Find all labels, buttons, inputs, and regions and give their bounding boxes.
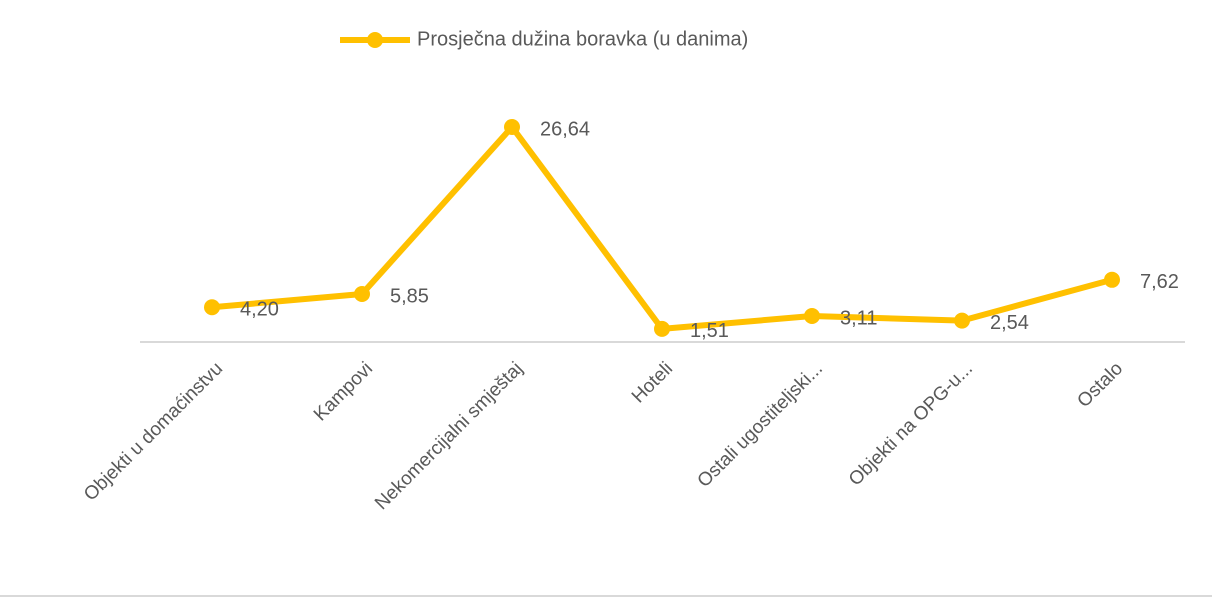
x-tick-label: Objekti u domaćinstvu xyxy=(80,358,227,505)
data-label: 5,85 xyxy=(390,285,429,307)
x-tick-label: Ostali ugostiteljski... xyxy=(694,358,828,492)
legend-label: Prosječna dužina boravka (u danima) xyxy=(417,28,748,50)
marker xyxy=(1104,271,1120,288)
x-tick-label: Hoteli xyxy=(628,358,677,407)
marker xyxy=(204,299,220,316)
marker xyxy=(354,286,370,303)
data-label: 26,64 xyxy=(540,118,590,140)
data-label: 1,51 xyxy=(690,320,729,342)
x-tick-label: Ostalo xyxy=(1073,358,1127,412)
data-label: 2,54 xyxy=(990,312,1029,334)
marker xyxy=(804,308,820,325)
data-label: 7,62 xyxy=(1140,271,1179,293)
x-tick-label: Nekomercijalni smještaj xyxy=(371,358,527,514)
marker xyxy=(654,320,670,337)
marker xyxy=(504,118,520,135)
marker xyxy=(954,312,970,329)
x-tick-label: Objekti na OPG-u... xyxy=(845,358,977,490)
data-label: 4,20 xyxy=(240,299,279,321)
legend-marker xyxy=(367,32,383,48)
series-line xyxy=(211,123,1113,332)
x-tick-label: Kampovi xyxy=(310,358,377,425)
data-label: 3,11 xyxy=(840,307,877,329)
